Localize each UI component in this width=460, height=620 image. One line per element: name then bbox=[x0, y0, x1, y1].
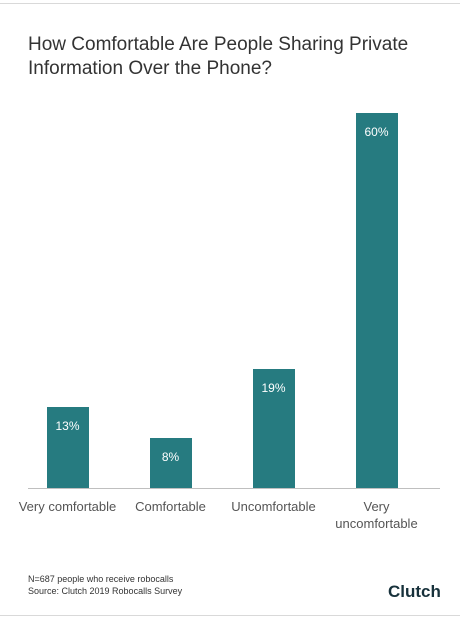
x-tick-label: Very uncomfortable bbox=[335, 499, 418, 531]
baseline bbox=[28, 488, 440, 489]
data-label: 8% bbox=[161, 450, 180, 464]
plot-area: 13% 8% 19% 60% bbox=[28, 100, 440, 488]
x-tick-label: Very comfortable bbox=[18, 499, 117, 514]
chart-title: How Comfortable Are People Sharing Priva… bbox=[28, 34, 409, 79]
data-label: 13% bbox=[55, 418, 80, 433]
x-tick-label: Uncomfortable bbox=[231, 499, 316, 514]
bottom-rule bbox=[0, 615, 460, 616]
data-label: 60% bbox=[364, 125, 389, 139]
footnote: N=687 people who receive robocalls bbox=[28, 574, 174, 584]
bar bbox=[149, 438, 192, 488]
source: Source: Clutch 2019 Robocalls Survey bbox=[28, 586, 183, 596]
bar bbox=[252, 369, 295, 488]
bar bbox=[46, 406, 89, 488]
x-tick-label: Comfortable bbox=[135, 499, 206, 514]
data-label: 19% bbox=[261, 381, 286, 396]
brand-logo: Clutch bbox=[388, 582, 441, 601]
top-rule bbox=[0, 3, 460, 4]
bar bbox=[355, 113, 398, 488]
